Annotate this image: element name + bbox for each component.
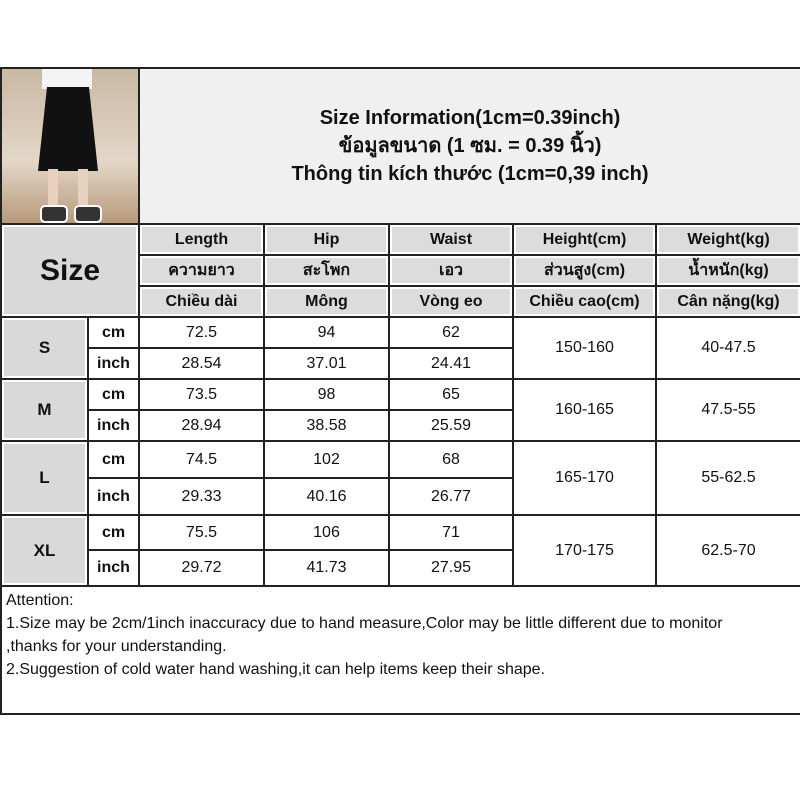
column-header-vi: Vòng eo	[388, 285, 514, 318]
unit-label: inch	[87, 477, 140, 516]
measurement-cell: 29.33	[138, 477, 265, 516]
column-header-en: Weight(kg)	[654, 223, 800, 256]
attention-line: 2.Suggestion of cold water hand washing,…	[6, 661, 545, 678]
title-en: Size Information(1cm=0.39inch)	[319, 107, 621, 129]
measurement-cell: 40.16	[263, 477, 390, 516]
unit-label: cm	[87, 514, 140, 551]
measurement-cell: 102	[263, 440, 390, 479]
measurement-cell: 73.5	[138, 378, 265, 411]
column-header-vi: Chiều dài	[138, 285, 265, 318]
size-chart: Size Information(1cm=0.39inch) ข้อมูลขนา…	[0, 67, 800, 715]
measurement-cell: 98	[263, 378, 390, 411]
column-header-vi: Chiều cao(cm)	[512, 285, 657, 318]
unit-label: cm	[87, 440, 140, 479]
measurement-cell: 74.5	[138, 440, 265, 479]
measurement-cell: 29.72	[138, 549, 265, 587]
column-header-en: Height(cm)	[512, 223, 657, 256]
measurement-cell: 75.5	[138, 514, 265, 551]
column-header-th: สะโพก	[263, 254, 390, 287]
weight-range: 55-62.5	[654, 440, 800, 516]
column-header-vi: Mông	[263, 285, 390, 318]
measurement-cell: 25.59	[388, 409, 514, 442]
product-photo	[0, 67, 140, 225]
column-header-en: Hip	[263, 223, 390, 256]
title-th: ข้อมูลขนาด (1 ซม. = 0.39 นิ้ว)	[338, 135, 602, 157]
measurement-cell: 28.54	[138, 347, 265, 380]
measurement-cell: 94	[263, 316, 390, 349]
measurement-cell: 106	[263, 514, 390, 551]
column-header-th: น้ำหนัก(kg)	[654, 254, 800, 287]
unit-label: cm	[87, 378, 140, 411]
size-label: L	[0, 440, 89, 516]
size-label: S	[0, 316, 89, 380]
measurement-cell: 68	[388, 440, 514, 479]
table-row: inch 29.72 41.73 27.95	[1, 549, 800, 587]
attention-line: ,thanks for your understanding.	[6, 638, 227, 655]
measurement-cell: 41.73	[263, 549, 390, 587]
attention-line: 1.Size may be 2cm/1inch inaccuracy due t…	[6, 615, 723, 632]
unit-label: inch	[87, 549, 140, 587]
table-row: inch 28.54 37.01 24.41	[1, 347, 800, 380]
height-range: 160-165	[512, 378, 657, 442]
weight-range: 47.5-55	[654, 378, 800, 442]
weight-range: 62.5-70	[654, 514, 800, 587]
column-header-vi: Cân nặng(kg)	[654, 285, 800, 318]
measurement-cell: 37.01	[263, 347, 390, 380]
column-header-en: Waist	[388, 223, 514, 256]
measurement-cell: 24.41	[388, 347, 514, 380]
table-row: XL cm 75.5 106 71 170-175 62.5-70	[0, 514, 800, 587]
weight-range: 40-47.5	[654, 316, 800, 380]
height-range: 170-175	[512, 514, 657, 587]
measurement-cell: 71	[388, 514, 514, 551]
size-header: Size	[0, 223, 140, 318]
measurement-cell: 62	[388, 316, 514, 349]
column-header-th: เอว	[388, 254, 514, 287]
measurement-cell: 65	[388, 378, 514, 411]
title-vi: Thông tin kích thước (1cm=0,39 inch)	[291, 163, 649, 185]
unit-label: cm	[87, 316, 140, 349]
measurement-cell: 38.58	[263, 409, 390, 442]
unit-label: inch	[87, 409, 140, 442]
attention-notes: Attention: 1.Size may be 2cm/1inch inacc…	[0, 585, 800, 715]
table-row: inch 29.33 40.16 26.77	[1, 477, 800, 516]
title-block: Size Information(1cm=0.39inch) ข้อมูลขนา…	[137, 67, 800, 225]
column-header-en: Length	[138, 223, 265, 256]
skirt-image	[2, 69, 138, 223]
column-header-th: ส่วนสูง(cm)	[512, 254, 657, 287]
height-range: 150-160	[512, 316, 657, 380]
column-header-th: ความยาว	[138, 254, 265, 287]
measurement-cell: 28.94	[138, 409, 265, 442]
unit-label: inch	[87, 347, 140, 380]
size-label: XL	[0, 514, 89, 587]
table-row: inch 28.94 38.58 25.59	[1, 409, 800, 442]
height-range: 165-170	[512, 440, 657, 516]
attention-heading: Attention:	[6, 592, 74, 609]
measurement-cell: 27.95	[388, 549, 514, 587]
measurement-cell: 26.77	[388, 477, 514, 516]
measurement-cell: 72.5	[138, 316, 265, 349]
size-label: M	[0, 378, 89, 442]
